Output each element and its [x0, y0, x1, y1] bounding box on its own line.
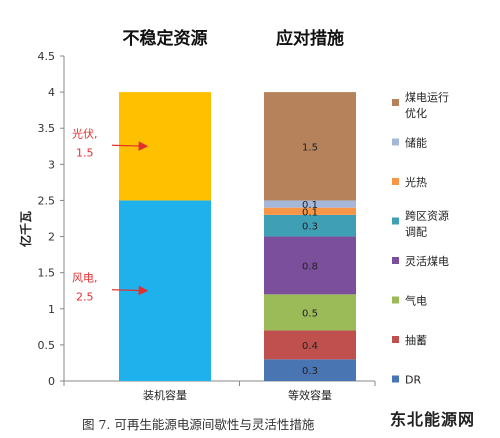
data-label: 1.5	[302, 142, 318, 153]
y-tick-label: 1.5	[38, 267, 56, 280]
data-label: 0.8	[302, 261, 318, 272]
data-label: 0.1	[302, 200, 318, 211]
legend-swatch	[392, 178, 399, 185]
bar-segment	[264, 294, 356, 331]
y-tick-label: 2	[48, 231, 55, 244]
legend-label: 抽蓄	[405, 333, 427, 347]
annotation-arrow	[111, 285, 149, 296]
annotation-value: 1.5	[76, 146, 94, 159]
bar-segment	[264, 207, 356, 215]
bar-segment	[264, 330, 356, 360]
y-tick-label: 3	[48, 158, 55, 171]
legend-swatch	[392, 296, 399, 304]
figure-caption: 图 7. 可再生能源电源间歇性与灵活性措施	[82, 417, 315, 432]
data-label: 0.3	[302, 222, 318, 233]
bar-segment	[264, 359, 356, 381]
legend-swatch	[392, 336, 399, 343]
data-label: 0.5	[302, 308, 318, 319]
bar-segment	[264, 214, 356, 237]
data-label: 0.3	[302, 366, 318, 377]
bar-segment	[264, 200, 356, 208]
annotation-arrow	[111, 141, 149, 151]
annotation-label: 光伏,	[72, 126, 98, 140]
legend-swatch	[392, 138, 399, 146]
legend-label: 煤电运行	[405, 91, 449, 104]
legend-label: DR	[405, 374, 421, 387]
y-tick-label: 4	[48, 86, 55, 99]
legend-label: 储能	[405, 136, 427, 150]
y-tick-label: 0	[48, 375, 55, 388]
panel-title: 不稳定资源	[123, 28, 208, 49]
legend-swatch	[392, 257, 399, 264]
y-tick-label: 1	[48, 303, 55, 316]
watermark-logo: 东北能源网	[390, 410, 476, 429]
data-label: 0.4	[302, 341, 318, 352]
y-axis-title: 亿千瓦	[18, 211, 33, 247]
legend-swatch	[392, 99, 399, 106]
bar-segment	[264, 92, 356, 201]
legend-swatch	[392, 217, 399, 225]
legend-label: 调配	[405, 226, 427, 239]
legend-swatch	[392, 375, 399, 383]
annotation-label: 风电,	[72, 272, 98, 285]
legend-label: 优化	[405, 106, 427, 120]
panel-title: 应对措施	[276, 28, 344, 49]
legend-label: 气电	[405, 294, 427, 308]
x-tick-label: 等效容量	[288, 388, 332, 402]
y-tick-label: 2.5	[38, 194, 56, 207]
legend-label: 光热	[405, 175, 427, 189]
legend-label: 灵活煤电	[405, 255, 449, 268]
bar-segment	[264, 236, 356, 295]
y-tick-label: 4.5	[38, 50, 56, 63]
y-tick-label: 0.5	[38, 339, 56, 352]
legend-label: 跨区资源	[405, 209, 449, 223]
y-tick-label: 3.5	[38, 122, 56, 135]
data-label: 0.1	[302, 207, 318, 218]
annotation-value: 2.5	[76, 291, 94, 304]
x-tick-label: 装机容量	[143, 388, 187, 402]
